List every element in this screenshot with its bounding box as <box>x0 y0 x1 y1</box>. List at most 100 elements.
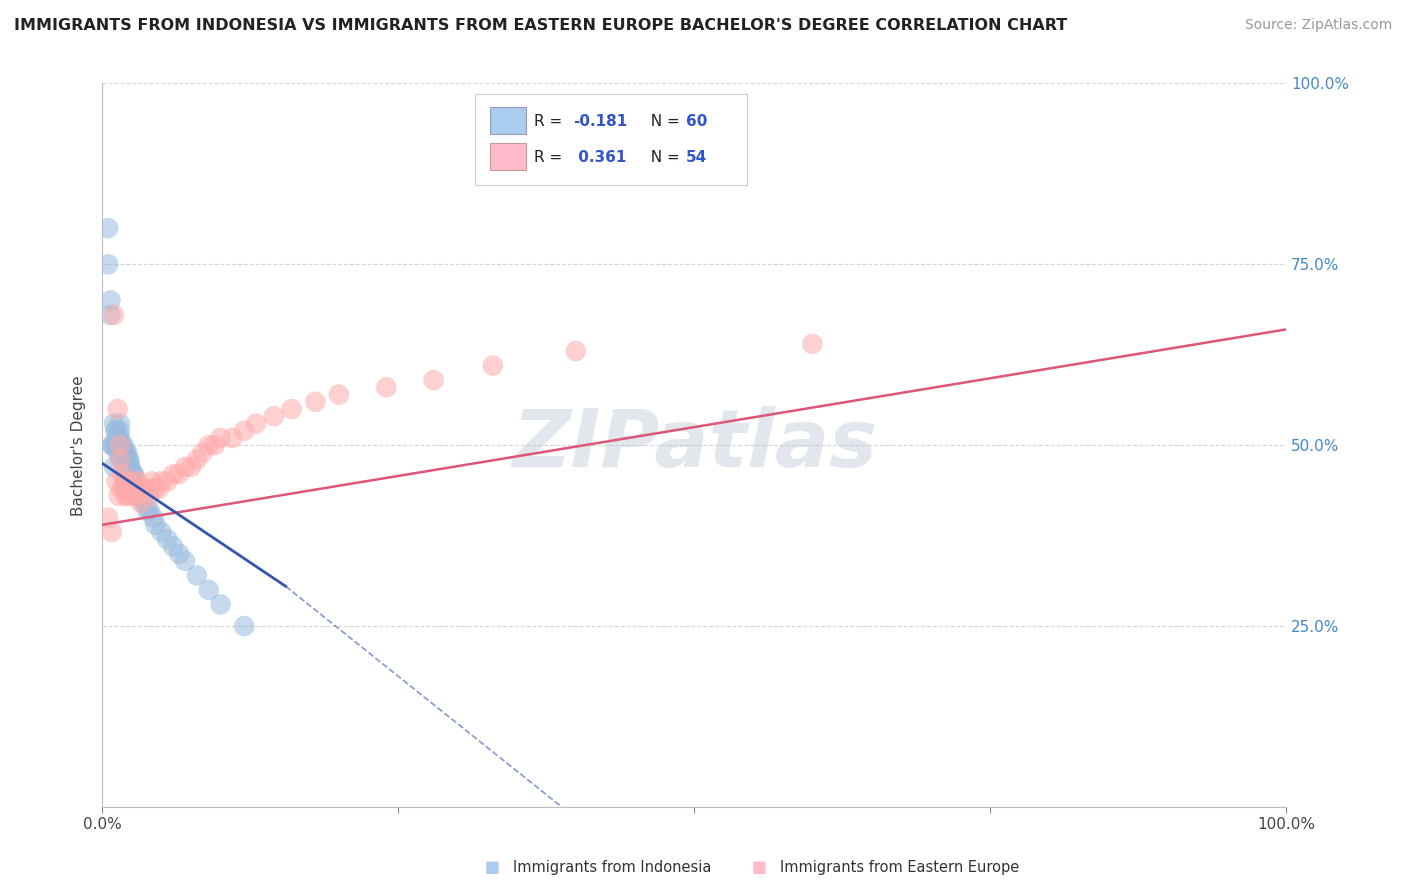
Point <box>197 582 219 597</box>
Point <box>108 438 131 452</box>
Point <box>115 489 138 503</box>
Point <box>108 445 131 459</box>
Point <box>110 482 132 496</box>
Point <box>112 438 135 452</box>
Point <box>112 452 135 467</box>
Point <box>156 533 179 547</box>
Text: N =: N = <box>641 113 685 128</box>
Point <box>204 438 226 452</box>
Point <box>108 431 131 445</box>
Point <box>117 459 139 474</box>
Point <box>328 387 350 401</box>
Point <box>118 482 141 496</box>
Point <box>127 482 149 496</box>
Point <box>108 438 131 452</box>
Text: IMMIGRANTS FROM INDONESIA VS IMMIGRANTS FROM EASTERN EUROPE BACHELOR'S DEGREE CO: IMMIGRANTS FROM INDONESIA VS IMMIGRANTS … <box>14 18 1067 33</box>
Point <box>115 459 138 474</box>
Point <box>180 459 202 474</box>
Point <box>422 373 444 387</box>
Point <box>132 496 155 510</box>
Point <box>115 452 138 467</box>
Point <box>115 489 138 503</box>
Text: ZIPatlas: ZIPatlas <box>512 406 876 484</box>
Point <box>142 510 165 524</box>
Point <box>105 475 128 489</box>
Text: Source: ZipAtlas.com: Source: ZipAtlas.com <box>1244 18 1392 32</box>
Point <box>115 475 138 489</box>
Point <box>191 445 214 459</box>
Point <box>136 503 159 517</box>
Point <box>105 438 128 452</box>
Point <box>233 424 256 438</box>
Text: 54: 54 <box>686 150 707 165</box>
Point <box>111 445 134 459</box>
Point <box>209 431 232 445</box>
Point <box>156 475 179 489</box>
Point <box>115 445 138 459</box>
Point <box>129 489 152 503</box>
Text: R =: R = <box>534 113 568 128</box>
Point <box>100 438 122 452</box>
Point <box>141 475 163 489</box>
Point <box>117 452 139 467</box>
Point <box>97 221 120 235</box>
Point <box>108 424 131 438</box>
Point <box>209 598 232 612</box>
Text: N =: N = <box>641 150 685 165</box>
Point <box>127 475 149 489</box>
Point <box>174 459 197 474</box>
Y-axis label: Bachelor's Degree: Bachelor's Degree <box>72 375 86 516</box>
Point <box>100 524 122 539</box>
Point <box>103 417 125 431</box>
Point <box>129 496 152 510</box>
Point <box>121 467 143 482</box>
Point <box>114 475 136 489</box>
Point <box>138 503 160 517</box>
Point <box>115 445 138 459</box>
Point <box>186 568 208 582</box>
Text: ▪: ▪ <box>484 855 501 879</box>
Point <box>233 619 256 633</box>
Text: R =: R = <box>534 150 568 165</box>
Point <box>107 402 129 417</box>
Point <box>107 445 129 459</box>
Point <box>122 467 145 482</box>
Point <box>148 482 170 496</box>
Point <box>124 482 146 496</box>
FancyBboxPatch shape <box>475 95 748 185</box>
Point <box>145 482 167 496</box>
Point <box>162 540 184 554</box>
Point <box>801 337 824 351</box>
Point <box>108 417 131 431</box>
Point <box>118 452 141 467</box>
Point <box>101 438 124 452</box>
Point <box>280 402 302 417</box>
Point <box>107 438 129 452</box>
Point <box>108 452 131 467</box>
Point <box>186 452 208 467</box>
Point <box>104 424 127 438</box>
Text: -0.181: -0.181 <box>574 113 627 128</box>
Point <box>564 344 586 359</box>
Text: 0.361: 0.361 <box>574 150 627 165</box>
Point <box>105 424 128 438</box>
Point <box>111 467 134 482</box>
Point <box>245 417 267 431</box>
Point <box>117 482 139 496</box>
Point <box>114 445 136 459</box>
Point <box>138 489 160 503</box>
Point <box>122 475 145 489</box>
Point <box>111 438 134 452</box>
Point <box>263 409 285 424</box>
Point <box>100 293 122 308</box>
Point <box>304 394 326 409</box>
Point <box>162 467 184 482</box>
Point <box>197 438 219 452</box>
Point <box>124 475 146 489</box>
Text: Immigrants from Indonesia: Immigrants from Indonesia <box>513 860 711 874</box>
Point <box>145 517 167 532</box>
Point <box>121 475 143 489</box>
Point <box>118 459 141 474</box>
Point <box>97 257 120 271</box>
Point <box>120 459 142 474</box>
